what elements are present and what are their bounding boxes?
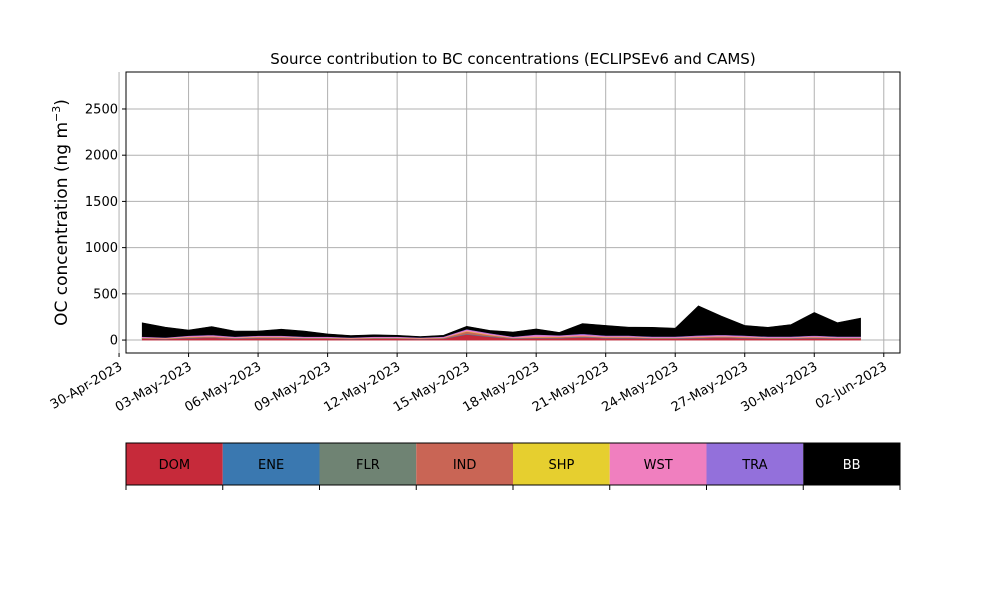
- stacked-areas: [141, 305, 861, 341]
- x-tick-label: 27-May-2023: [669, 359, 751, 415]
- x-tick-label: 30-May-2023: [739, 359, 821, 415]
- x-tick-label: 09-May-2023: [252, 359, 334, 415]
- x-tick-label: 12-May-2023: [321, 359, 403, 415]
- x-tick-label: 15-May-2023: [391, 359, 473, 415]
- legend-swatch-flr: [319, 443, 417, 485]
- y-tick-label: 2000: [85, 149, 118, 164]
- y-tick-label: 1500: [85, 195, 118, 210]
- legend-label-flr: FLR: [356, 458, 380, 473]
- legend-label-ind: IND: [453, 458, 477, 473]
- legend-swatch-bb: [803, 443, 900, 485]
- grid: [118, 72, 900, 353]
- x-tick-label: 06-May-2023: [182, 359, 264, 415]
- y-tick-label: 1000: [85, 241, 118, 256]
- area-bb: [141, 305, 861, 338]
- plot-frame: [125, 71, 901, 354]
- legend-label-wst: WST: [644, 458, 673, 473]
- y-tick-label: 2500: [85, 102, 118, 117]
- legend-swatch-ind: [416, 443, 513, 485]
- x-tick-label: 02-Jun-2023: [813, 359, 890, 412]
- legend-label-tra: TRA: [741, 458, 767, 473]
- legend-label-ene: ENE: [258, 458, 284, 473]
- x-ticks: 30-Apr-202303-May-202306-May-202309-May-…: [48, 353, 890, 415]
- chart-title: Source contribution to BC concentrations…: [270, 50, 755, 68]
- legend-swatch-tra: [706, 443, 804, 485]
- legend-colorbar: DOM ENE FLR IND SHP WST TRA BB: [125, 442, 901, 490]
- x-tick-label: 03-May-2023: [113, 359, 195, 415]
- y-tick-label: 0: [110, 334, 118, 349]
- x-tick-label: 18-May-2023: [460, 359, 542, 415]
- legend-swatch-dom: [126, 443, 223, 485]
- legend-swatch-shp: [513, 443, 610, 485]
- legend-swatch-ene: [222, 443, 320, 485]
- legend-label-dom: DOM: [159, 458, 190, 473]
- y-ticks: 0 500 1000 1500 2000 2500: [85, 102, 126, 349]
- x-tick-label: 21-May-2023: [530, 359, 612, 415]
- y-axis-title-main: OC concentration (ng m: [52, 122, 72, 326]
- legend-label-shp: SHP: [548, 458, 574, 473]
- y-axis-title: OC concentration (ng m−3): [50, 99, 72, 326]
- y-axis-title-close: ): [52, 99, 72, 106]
- y-tick-label: 500: [93, 287, 118, 302]
- legend-swatch-wst: [609, 443, 707, 485]
- legend-label-bb: BB: [843, 458, 861, 473]
- y-axis-title-superscript: −3: [50, 106, 63, 122]
- x-tick-label: 24-May-2023: [600, 359, 682, 415]
